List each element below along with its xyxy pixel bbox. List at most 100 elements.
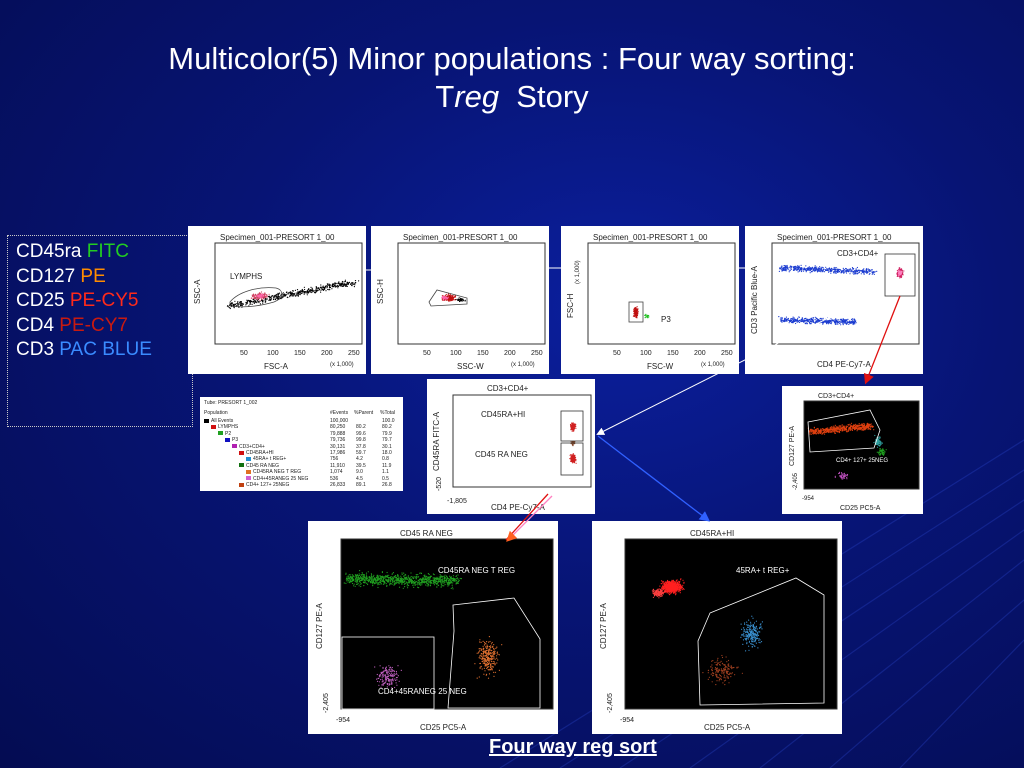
scatter-point xyxy=(863,427,865,430)
scatter-point xyxy=(392,675,394,677)
scatter-point xyxy=(308,290,311,292)
scatter-point xyxy=(462,298,464,300)
scatter-point xyxy=(785,268,787,270)
scatter-point xyxy=(879,437,881,439)
scatter-point xyxy=(840,320,842,322)
scatter-point xyxy=(878,437,880,439)
legend-row: CD127 PE xyxy=(16,265,192,290)
scatter-point xyxy=(852,268,854,270)
scatter-point xyxy=(246,301,248,303)
scatter-point xyxy=(488,641,490,643)
scatter-point xyxy=(452,577,454,579)
scatter-point xyxy=(395,672,398,674)
scatter-point xyxy=(474,663,476,665)
scatter-point xyxy=(398,680,400,682)
scatter-point xyxy=(381,575,383,578)
scatter-point xyxy=(265,299,267,301)
scatter-point xyxy=(397,574,399,576)
scatter-point xyxy=(483,658,485,660)
scatter-point xyxy=(848,429,850,431)
scatter-point xyxy=(270,299,272,301)
scatter-point xyxy=(801,267,803,269)
scatter-point xyxy=(841,424,843,426)
scatter-point xyxy=(849,273,851,275)
scatter-point xyxy=(664,581,666,583)
scatter-point xyxy=(373,574,375,576)
scatter-point xyxy=(449,578,451,580)
scatter-point xyxy=(789,320,791,322)
scatter-point xyxy=(390,668,392,670)
scatter-point xyxy=(441,579,443,581)
scatter-point xyxy=(803,267,805,269)
scatter-point xyxy=(444,581,446,583)
scatter-point xyxy=(386,580,388,582)
pop-row-name: P3 xyxy=(232,437,239,444)
scatter-point xyxy=(805,322,807,324)
scatter-point xyxy=(262,302,264,304)
scatter-point xyxy=(818,319,820,321)
scatter-point xyxy=(401,573,403,575)
scatter-point xyxy=(441,297,443,299)
scatter-point xyxy=(843,321,845,323)
scatter-point xyxy=(296,289,299,291)
scatter-point xyxy=(816,269,818,271)
scatter-point xyxy=(448,579,450,582)
scatter-point xyxy=(322,289,324,291)
scatter-point xyxy=(482,640,484,642)
scatter-point xyxy=(380,576,382,578)
scatter-point xyxy=(873,429,875,431)
scatter-point xyxy=(455,580,457,582)
scatter-point xyxy=(481,660,483,663)
scatter-point xyxy=(790,268,792,270)
plot2-header: Specimen_001-PRESORT 1_00 xyxy=(403,233,518,242)
scatter-point xyxy=(247,300,249,302)
scatter-point xyxy=(858,427,860,429)
scatter-point xyxy=(452,582,454,584)
scatter-point xyxy=(457,580,459,583)
scatter-point xyxy=(370,573,372,575)
scatter-point xyxy=(838,319,840,321)
scatter-point xyxy=(801,270,803,272)
scatter-point xyxy=(479,648,481,650)
pop-row-total: 0.5 xyxy=(382,475,389,482)
scatter-point xyxy=(840,474,842,477)
scatter-point xyxy=(878,442,880,444)
scatter-point xyxy=(258,301,260,304)
scatter-point xyxy=(785,316,787,318)
scatter-point xyxy=(358,577,360,579)
scatter-point xyxy=(252,299,254,301)
scatter-point xyxy=(270,297,272,299)
scatter-point xyxy=(482,662,484,664)
scatter-point xyxy=(350,282,352,285)
scatter-point xyxy=(878,451,880,453)
x-tick-label: 100 xyxy=(267,350,279,357)
scatter-point xyxy=(359,583,361,585)
scatter-point xyxy=(836,425,838,428)
scatter-point xyxy=(381,672,383,674)
scatter-point xyxy=(398,580,400,582)
scatter-point xyxy=(683,582,685,584)
plot5-gate-hi: CD45RA+HI xyxy=(481,410,525,419)
scatter-point xyxy=(855,425,857,427)
scatter-point xyxy=(397,582,399,584)
scatter-point xyxy=(388,680,390,682)
scatter-point xyxy=(678,581,681,583)
scatter-point xyxy=(829,431,831,433)
scatter-point xyxy=(311,290,313,292)
scatter-point xyxy=(800,320,802,322)
scatter-point xyxy=(784,320,786,322)
scatter-point xyxy=(780,319,782,321)
scatter-point xyxy=(814,322,816,324)
scatter-point xyxy=(455,583,457,585)
scatter-point xyxy=(414,583,416,585)
scatter-point xyxy=(380,582,382,584)
scatter-point xyxy=(879,448,881,450)
scatter-point xyxy=(812,318,814,321)
scatter-point xyxy=(571,460,573,462)
scatter-point xyxy=(486,646,488,648)
scatter-point xyxy=(446,576,448,578)
scatter-point xyxy=(365,574,367,576)
scatter-point xyxy=(898,267,900,269)
scatter-point xyxy=(447,585,449,587)
scatter-point xyxy=(814,321,816,323)
